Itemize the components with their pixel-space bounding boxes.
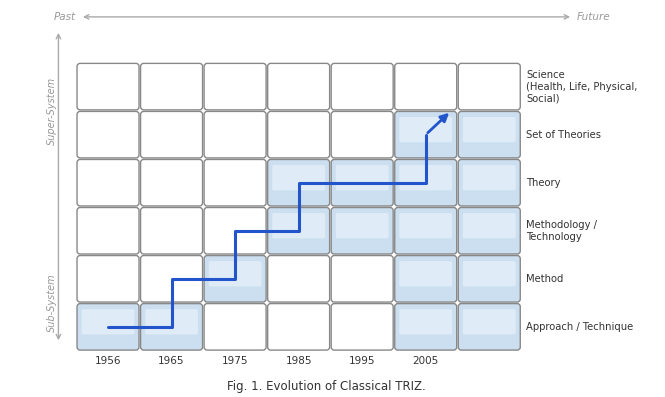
FancyBboxPatch shape (458, 64, 520, 110)
FancyBboxPatch shape (331, 64, 393, 110)
FancyBboxPatch shape (400, 261, 452, 286)
FancyBboxPatch shape (140, 64, 203, 110)
FancyBboxPatch shape (395, 208, 457, 254)
Text: 2005: 2005 (412, 356, 439, 366)
FancyBboxPatch shape (458, 160, 520, 206)
FancyBboxPatch shape (331, 256, 393, 302)
FancyBboxPatch shape (77, 208, 139, 254)
FancyBboxPatch shape (145, 309, 198, 334)
FancyBboxPatch shape (400, 117, 452, 142)
FancyBboxPatch shape (395, 160, 457, 206)
Text: Super-System: Super-System (47, 77, 57, 145)
FancyBboxPatch shape (395, 64, 457, 110)
FancyBboxPatch shape (140, 256, 203, 302)
Text: Set of Theories: Set of Theories (527, 130, 601, 140)
FancyBboxPatch shape (77, 160, 139, 206)
FancyBboxPatch shape (395, 112, 457, 158)
FancyBboxPatch shape (204, 304, 266, 350)
Text: Future: Future (577, 12, 610, 22)
FancyBboxPatch shape (463, 261, 515, 286)
Text: Method: Method (527, 274, 564, 284)
FancyBboxPatch shape (140, 160, 203, 206)
FancyBboxPatch shape (463, 117, 515, 142)
Text: Approach / Technique: Approach / Technique (527, 322, 634, 332)
FancyBboxPatch shape (204, 208, 266, 254)
FancyBboxPatch shape (336, 213, 388, 238)
FancyBboxPatch shape (400, 309, 452, 334)
FancyBboxPatch shape (267, 64, 330, 110)
FancyBboxPatch shape (458, 112, 520, 158)
Text: 1995: 1995 (349, 356, 376, 366)
FancyBboxPatch shape (463, 309, 515, 334)
Text: 1985: 1985 (285, 356, 312, 366)
Text: 1956: 1956 (95, 356, 121, 366)
FancyBboxPatch shape (463, 165, 515, 190)
FancyBboxPatch shape (463, 213, 515, 238)
FancyBboxPatch shape (395, 256, 457, 302)
FancyBboxPatch shape (204, 112, 266, 158)
FancyBboxPatch shape (209, 261, 261, 286)
Text: Science
(Health, Life, Physical,
Social): Science (Health, Life, Physical, Social) (527, 70, 638, 103)
Text: 1975: 1975 (222, 356, 248, 366)
FancyBboxPatch shape (140, 112, 203, 158)
FancyBboxPatch shape (267, 160, 330, 206)
FancyBboxPatch shape (458, 208, 520, 254)
FancyBboxPatch shape (267, 208, 330, 254)
FancyBboxPatch shape (267, 304, 330, 350)
FancyBboxPatch shape (77, 256, 139, 302)
FancyBboxPatch shape (458, 304, 520, 350)
FancyBboxPatch shape (331, 208, 393, 254)
FancyBboxPatch shape (400, 213, 452, 238)
FancyBboxPatch shape (204, 160, 266, 206)
FancyBboxPatch shape (267, 112, 330, 158)
FancyBboxPatch shape (204, 256, 266, 302)
Text: Theory: Theory (527, 178, 561, 188)
FancyBboxPatch shape (272, 213, 325, 238)
FancyBboxPatch shape (331, 160, 393, 206)
FancyBboxPatch shape (400, 165, 452, 190)
Text: Methodology /
Technology: Methodology / Technology (527, 220, 597, 241)
FancyBboxPatch shape (267, 256, 330, 302)
Text: Fig. 1. Evolution of Classical TRIZ.: Fig. 1. Evolution of Classical TRIZ. (227, 380, 426, 393)
FancyBboxPatch shape (140, 304, 203, 350)
FancyBboxPatch shape (77, 304, 139, 350)
FancyBboxPatch shape (77, 64, 139, 110)
FancyBboxPatch shape (77, 112, 139, 158)
Text: Sub-System: Sub-System (47, 274, 57, 332)
Text: Past: Past (54, 12, 76, 22)
FancyBboxPatch shape (272, 165, 325, 190)
FancyBboxPatch shape (331, 112, 393, 158)
FancyBboxPatch shape (82, 309, 134, 334)
Text: 1965: 1965 (158, 356, 185, 366)
FancyBboxPatch shape (204, 64, 266, 110)
FancyBboxPatch shape (458, 256, 520, 302)
FancyBboxPatch shape (140, 208, 203, 254)
FancyBboxPatch shape (331, 304, 393, 350)
FancyBboxPatch shape (336, 165, 388, 190)
FancyBboxPatch shape (395, 304, 457, 350)
